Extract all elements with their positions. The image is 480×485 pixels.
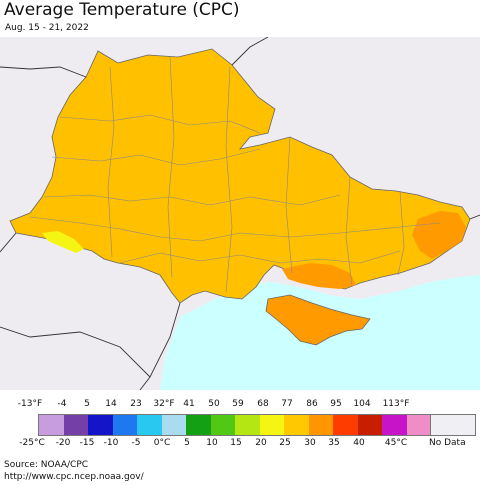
legend-f-label: 14 [105, 399, 117, 409]
legend-fahrenheit: -13°F -4 5 14 23 32°F 41 50 59 68 77 86 … [0, 399, 480, 413]
warm-zone-east [412, 211, 466, 259]
legend-color-bar [38, 414, 432, 436]
cool-zone-west [42, 231, 84, 253]
legend-swatch [259, 415, 284, 435]
legend-swatch [382, 415, 407, 435]
legend-f-label: 59 [232, 399, 244, 409]
legend-c-label: 5 [184, 438, 190, 448]
date-range: Aug. 15 - 21, 2022 [5, 23, 89, 33]
legend-c-label: -20 [55, 438, 71, 448]
legend-f-label: 41 [183, 399, 195, 409]
legend-c-label: 10 [206, 438, 218, 448]
legend-swatch [161, 415, 186, 435]
legend-swatch [406, 415, 431, 435]
legend-f-label: 104 [353, 399, 371, 409]
legend-c-label: -25°C [19, 438, 45, 448]
legend-celsius: -25°C -20 -15 -10 -5 0°C 5 10 15 20 25 3… [0, 438, 480, 452]
legend-swatch [112, 415, 137, 435]
legend-c-label: -15 [79, 438, 95, 448]
legend-f-label: 95 [330, 399, 342, 409]
legend-c-label: -5 [131, 438, 141, 448]
warm-zone-south [282, 263, 356, 289]
no-data-label: No Data [429, 438, 466, 448]
legend-f-label: 5 [84, 399, 90, 409]
source-url[interactable]: http://www.cpc.ncep.noaa.gov/ [4, 472, 144, 482]
no-data-swatch [430, 414, 476, 436]
legend-swatch [186, 415, 211, 435]
legend-swatch [210, 415, 235, 435]
legend-swatch [357, 415, 382, 435]
source-label: Source: NOAA/CPC [4, 460, 89, 470]
legend-f-label: 113°F [382, 399, 410, 409]
legend-f-label: 50 [208, 399, 220, 409]
legend-f-label: 68 [257, 399, 269, 409]
legend-c-label: 45°C [384, 438, 408, 448]
legend-c-label: 40 [353, 438, 365, 448]
legend-swatch [308, 415, 333, 435]
legend-swatch [63, 415, 88, 435]
legend-swatch [235, 415, 260, 435]
legend-c-label: 15 [230, 438, 242, 448]
legend-c-label: -10 [103, 438, 119, 448]
legend-f-label: 23 [130, 399, 142, 409]
legend-c-label: 25 [279, 438, 291, 448]
legend-c-label: 30 [304, 438, 316, 448]
legend-f-label: 86 [306, 399, 318, 409]
legend-swatch [137, 415, 162, 435]
legend-c-label: 20 [255, 438, 267, 448]
temperature-map [0, 37, 480, 390]
country-borders [0, 37, 480, 390]
crimea [265, 294, 371, 346]
legend-swatch [333, 415, 358, 435]
legend-f-label: -13°F [17, 399, 43, 409]
legend-f-label: 77 [281, 399, 293, 409]
legend-swatch [88, 415, 113, 435]
legend-c-label: 0°C [153, 438, 171, 448]
legend-swatch [284, 415, 309, 435]
map-title: Average Temperature (CPC) [4, 0, 240, 20]
legend-f-label: 32°F [153, 399, 175, 409]
legend-c-label: 35 [328, 438, 340, 448]
oblast-borders [29, 56, 441, 293]
legend-swatch [39, 415, 64, 435]
legend-f-label: -4 [57, 399, 67, 409]
